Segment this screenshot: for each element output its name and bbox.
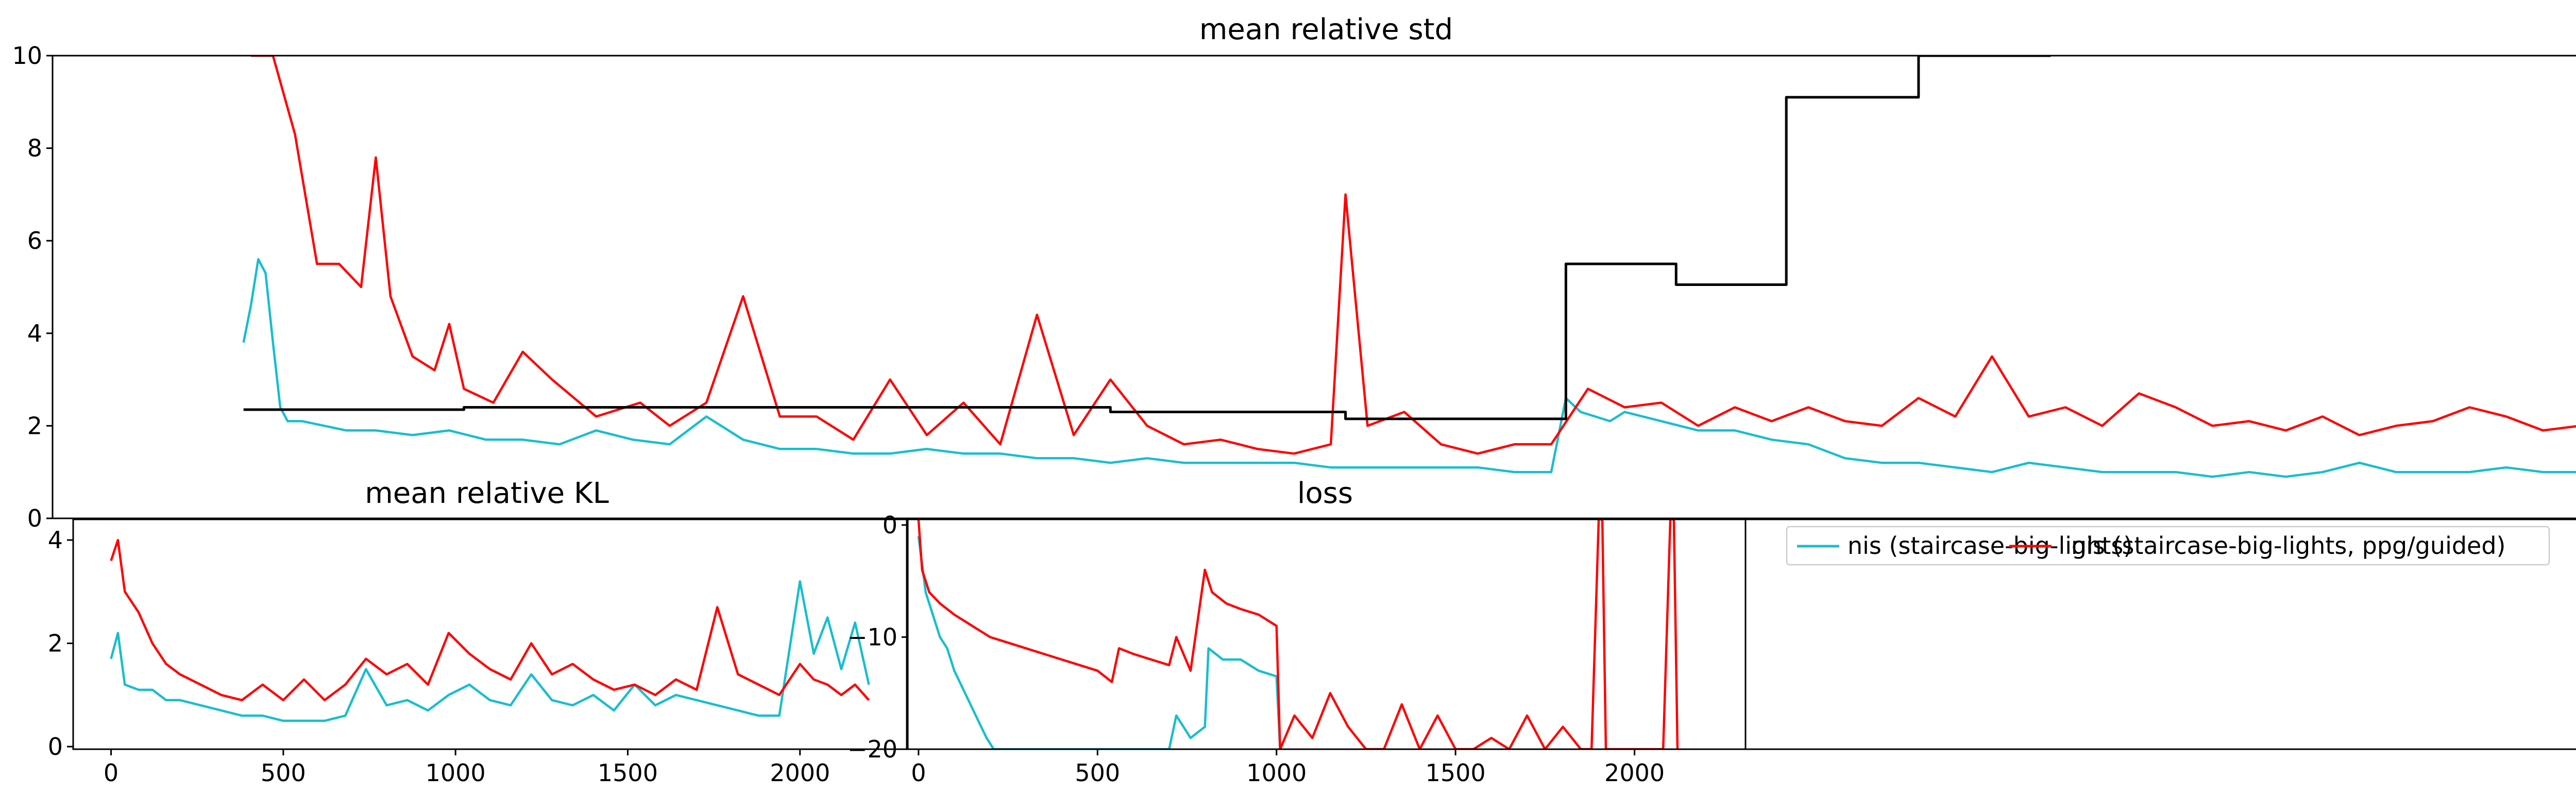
mean-relative-std-panel: mean relative std 0 2 4 6 8 10	[12, 13, 2576, 532]
loss-x-tick-label: 0	[911, 759, 926, 787]
std-y-tick-label: 2	[27, 412, 42, 440]
loss-panel: loss 0 −10 −20 0 500 1000 1500 2000	[848, 477, 1747, 787]
kl-axes-frame	[72, 518, 908, 750]
loss-y-tick-label: −20	[848, 735, 897, 763]
std-y-tick-label: 10	[12, 42, 42, 70]
legend-panel: nis (staircase-big-lights) nis (staircas…	[1744, 518, 2576, 750]
kl-x-tick-label: 0	[104, 759, 118, 787]
kl-x-tick-label: 2000	[770, 759, 830, 787]
kl-x-tick-label: 1500	[598, 759, 658, 787]
loss-series-nis-staircase-big-lights-ppg-guided-line	[917, 519, 1679, 749]
legend-label-nis: nis (staircase-big-lights)	[1848, 532, 2132, 560]
legend-box	[1786, 526, 2550, 566]
legend-label-ppg-guided: nis (staircase-big-lights, ppg/guided)	[2071, 532, 2506, 560]
std-y-tick-label: 8	[27, 134, 42, 162]
std-series-nis-staircase-big-lights-ppg-guided-line	[251, 56, 2576, 455]
loss-x-tick-label: 2000	[1604, 759, 1665, 787]
kl-plot-area	[110, 538, 870, 722]
loss-y-tick-label: 0	[883, 511, 897, 539]
loss-plot-area	[917, 519, 1679, 749]
loss-x-tick-label: 1500	[1426, 759, 1486, 787]
loss-axes-frame	[907, 518, 1747, 750]
loss-y-tick-label: −10	[848, 623, 897, 651]
std-plot-area	[242, 56, 2576, 478]
loss-x-tick-label: 500	[1075, 759, 1120, 787]
std-y-tick-label: 4	[27, 319, 42, 347]
std-series-step-line-line	[243, 56, 2051, 420]
loss-chart-title: loss	[1297, 477, 1353, 510]
kl-x-tick-label: 500	[261, 759, 306, 787]
kl-y-tick-label: 0	[48, 733, 63, 761]
std-y-tick-label: 6	[27, 227, 42, 255]
std-series-nis-staircase-big-lights-line	[242, 258, 2576, 478]
kl-series-nis-staircase-big-lights-line	[110, 580, 870, 722]
kl-chart-title: mean relative KL	[365, 477, 609, 510]
std-axes-frame	[52, 55, 2576, 519]
kl-y-tick-label: 4	[48, 526, 63, 554]
legend-axes-frame	[1744, 518, 2576, 750]
std-chart-title: mean relative std	[1199, 13, 1453, 46]
std-y-tick-label: 0	[27, 504, 42, 532]
kl-series-nis-staircase-big-lights-ppg-guided-line	[110, 538, 870, 702]
kl-y-tick-label: 2	[48, 630, 63, 657]
loss-series-nis-staircase-big-lights-line	[917, 536, 1281, 749]
kl-x-tick-label: 1000	[426, 759, 486, 787]
mean-relative-kl-panel: mean relative KL 0 2 4 0 500 1000 1500 2000	[48, 477, 908, 787]
loss-x-tick-label: 1000	[1246, 759, 1307, 787]
